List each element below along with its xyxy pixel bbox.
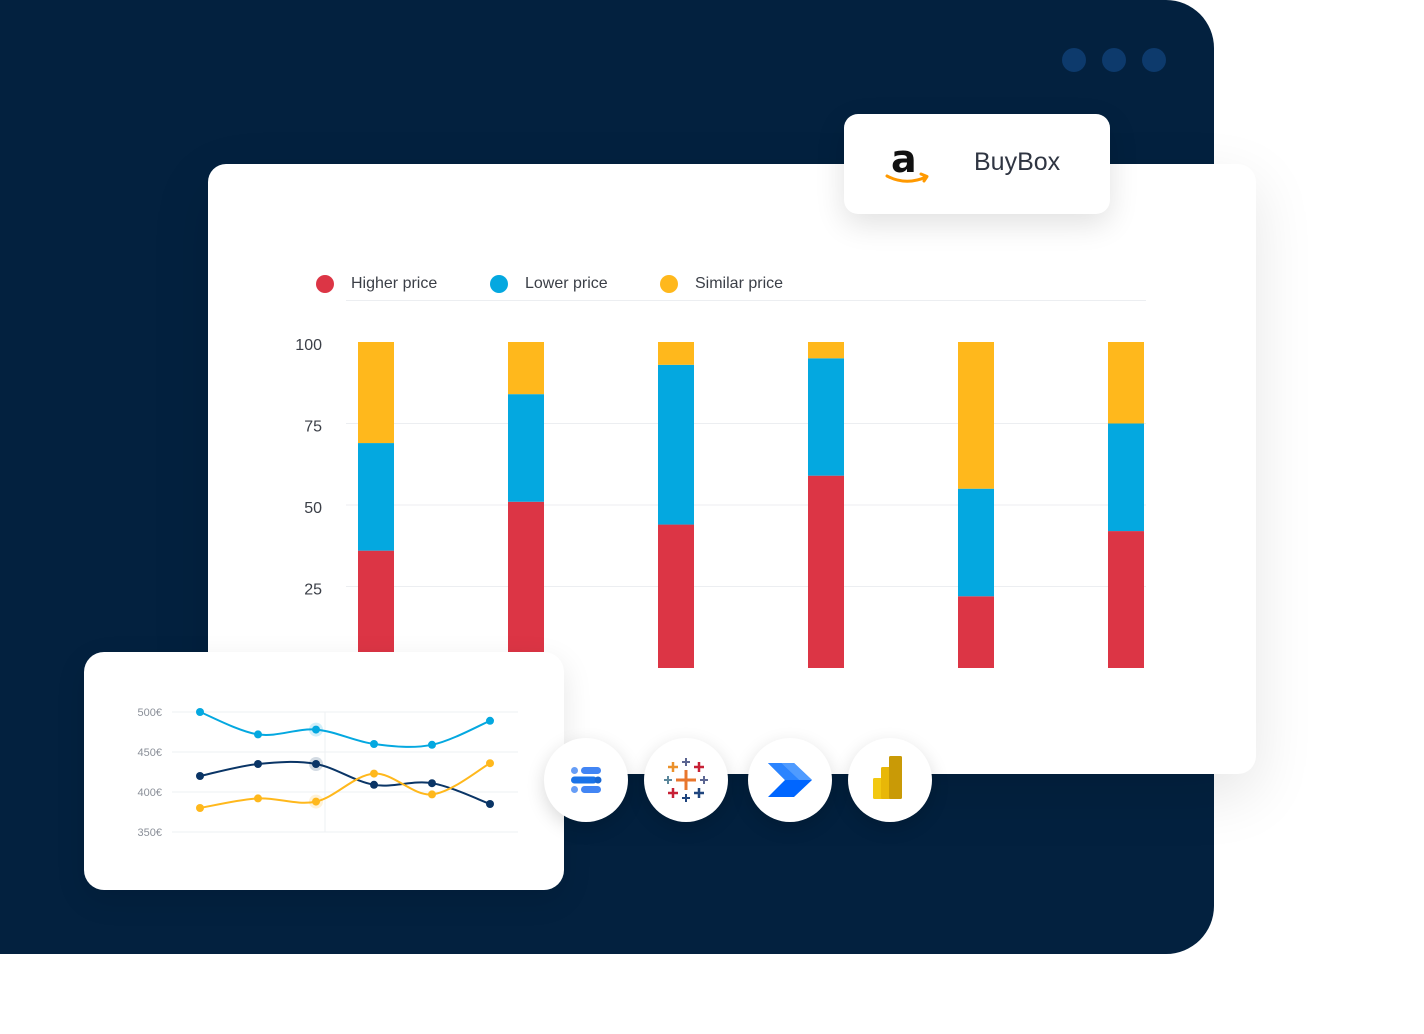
bar-segment [1108, 423, 1144, 532]
data-point [196, 772, 204, 780]
stacked-bar-chart: 100 75 50 25 [295, 337, 1146, 668]
legend-item-higher-price[interactable]: Higher price [316, 272, 437, 296]
chart-legend: Higher price Lower price Similar price [208, 272, 1256, 296]
bar-segment [358, 342, 394, 444]
bar-segment [958, 342, 994, 489]
bar-segment [658, 364, 694, 525]
data-point [370, 769, 378, 778]
badge-label: BuyBox [974, 148, 1061, 176]
bar-segment [958, 596, 994, 668]
bar-segment [508, 501, 544, 668]
svg-text:a: a [891, 140, 917, 181]
y-tick-label: 350€ [138, 827, 162, 839]
data-point [312, 760, 320, 768]
bar-segment [358, 550, 394, 668]
legend-swatch [490, 275, 508, 293]
bar-segment [508, 342, 544, 395]
data-point [196, 804, 204, 812]
y-tick-label: 75 [304, 419, 322, 436]
line-chart-card: 500€ 450€ 400€ 350€ [84, 652, 564, 890]
data-point [486, 716, 494, 725]
google-data-studio-icon [571, 767, 602, 793]
amazon-logo-icon: a [885, 140, 929, 183]
data-point [486, 800, 494, 808]
y-tick-label: 100 [295, 337, 322, 354]
power-automate-icon [768, 763, 812, 797]
data-point [428, 740, 436, 749]
y-tick-label: 450€ [138, 747, 162, 759]
bar-segment [358, 443, 394, 551]
legend-label: Higher price [351, 275, 438, 292]
data-point [312, 725, 320, 734]
window-dot [1142, 48, 1166, 72]
series-line [199, 711, 491, 748]
power-bi-icon [873, 756, 902, 799]
window-dot [1062, 48, 1086, 72]
bar-segment [508, 394, 544, 502]
power-bi-button[interactable] [848, 738, 932, 822]
legend-swatch [660, 275, 678, 293]
data-point [428, 790, 436, 799]
legend-item-lower-price[interactable]: Lower price [490, 272, 608, 296]
legend-item-similar-price[interactable]: Similar price [660, 272, 783, 296]
y-tick-label: 400€ [138, 787, 162, 799]
bar-segment [958, 488, 994, 597]
buybox-badge[interactable]: a BuyBox [844, 114, 1110, 214]
data-point [486, 759, 494, 768]
bar-segment [1108, 342, 1144, 424]
legend-label: Similar price [695, 275, 784, 292]
data-point [196, 708, 204, 716]
window-dot [1102, 48, 1126, 72]
series-line [199, 762, 491, 809]
bar-segment [658, 524, 694, 668]
data-point [370, 740, 378, 748]
bar-segment [808, 342, 844, 359]
bar-segment [1108, 531, 1144, 668]
y-tick-label: 500€ [138, 707, 162, 719]
tableau-icon [664, 758, 708, 802]
tableau-button[interactable] [644, 738, 728, 822]
power-automate-button[interactable] [748, 738, 832, 822]
data-point [254, 794, 262, 803]
y-tick-label: 25 [304, 582, 322, 599]
bar-segment [808, 358, 844, 476]
data-point [254, 730, 262, 739]
data-point [428, 779, 436, 788]
legend-divider [346, 300, 1146, 301]
y-tick-label: 50 [304, 500, 322, 517]
legend-label: Lower price [525, 275, 608, 292]
bar-segment [658, 342, 694, 365]
series-line [199, 760, 491, 805]
price-line-chart: 500€ 450€ 400€ 350€ [138, 707, 518, 839]
data-point [312, 797, 320, 806]
google-data-studio-button[interactable] [544, 738, 628, 822]
legend-swatch [316, 275, 334, 293]
bar-segment [808, 475, 844, 668]
data-point [370, 780, 378, 789]
data-point [254, 760, 262, 768]
